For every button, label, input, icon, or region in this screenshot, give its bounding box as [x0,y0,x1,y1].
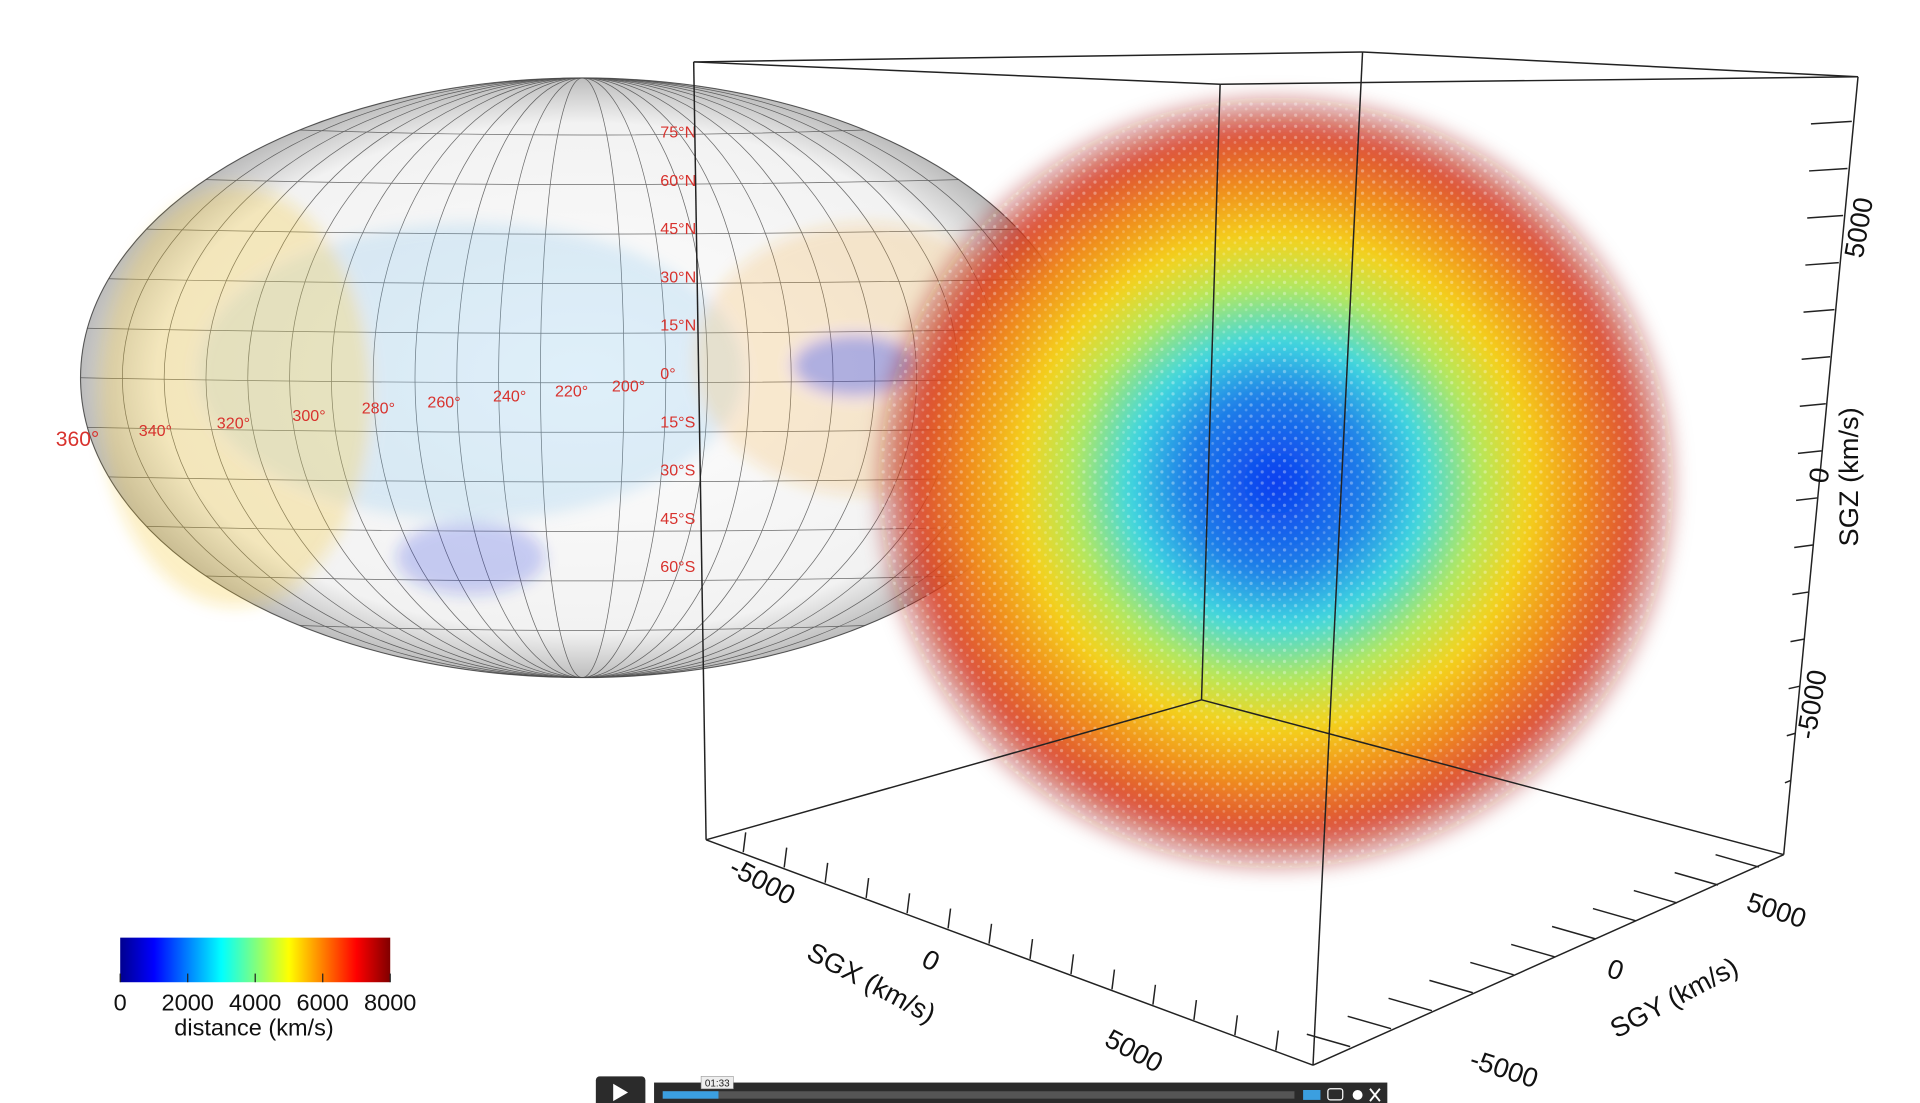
lon-label: 320° [217,415,250,433]
sgz-tick [1784,779,1792,784]
parallel [205,179,959,185]
colorbar-tick-label: 4000 [229,990,281,1016]
sgy-tick-label: 5000 [1743,886,1810,934]
sgx-label: SGX (km/s) [802,936,941,1029]
sgx-tick [1152,984,1157,1005]
parallel [299,625,865,631]
sgy-tick [1470,961,1514,976]
sgy-tick [1715,853,1760,868]
lat-label: 0° [660,365,675,383]
sgy-tick [1592,907,1637,922]
sgz-tick [1794,544,1813,549]
sgz-tick [1795,497,1818,502]
sgz-tick [1790,638,1805,643]
sgy-tick [1347,1015,1392,1030]
sgy-tick-label: -5000 [1466,1043,1542,1094]
sgx-tick [906,893,911,914]
sgx-tick [947,908,952,929]
progress-played [662,1091,719,1099]
sgz-tick [1786,732,1796,737]
sgx-tick [1193,999,1198,1020]
sgz-tick-label: -5000 [1790,667,1833,741]
lon-label: 200° [612,377,645,395]
sgz-tick [1809,167,1848,172]
sgy-tick [1633,889,1678,904]
progress-track [662,1091,1295,1099]
lon-label: 280° [362,400,395,418]
sgz-tick-label: 5000 [1838,195,1879,260]
sgy-tick [1551,925,1596,940]
parallel [205,575,959,582]
lat-label: 45°S [660,510,695,528]
settings-button[interactable] [1352,1089,1363,1100]
sgx-tick-label: -5000 [725,851,801,911]
colorbar-tick-label: 8000 [364,990,416,1016]
video-controls: 01:33 [595,1076,1388,1103]
sgx-tick [824,862,829,883]
time-bubble [700,1076,734,1090]
sgy-tick [1510,943,1555,958]
sgz-tick [1792,591,1809,596]
sgz-tick-label: 0 [1802,465,1835,485]
longitude-labels: 360° 340° 320° 300° 280° 260° 240° 220° 200° [56,377,645,450]
time-label: 01:33 [705,1078,730,1089]
sgz-label: SGZ (km/s) [1833,407,1864,546]
sgx-tick [988,923,993,944]
sgz-tick [1803,308,1835,313]
sgy-tick-label: 0 [1604,952,1628,986]
sky-map: 75°N 60°N 45°N 30°N 15°N 0° 15°S 30°S 45°S 60°S 3… [56,77,1085,679]
lon-label: 300° [292,407,325,425]
sgz-tick [1799,403,1826,408]
lon-label: 340° [139,422,172,440]
sgy-tick [1306,1033,1351,1048]
lat-label: 15°S [660,413,695,431]
sgz-tick [1797,450,1822,455]
volume-button[interactable] [1303,1089,1321,1100]
lat-label: 30°S [660,462,695,480]
sgx-tick [1070,954,1075,975]
sgx-tick [742,832,747,853]
lat-label: 75°N [660,123,696,141]
colorbar-tick-label: 0 [114,990,127,1016]
sgy-tick [1674,871,1719,886]
colorbar-label: distance (km/s) [174,1014,333,1040]
sgx-tick [1029,938,1034,959]
galaxy-cloud [867,86,1685,880]
colorbar-tick-label: 6000 [297,990,349,1016]
sgx-tick [1111,969,1116,990]
sgx-tick [1234,1015,1239,1036]
cube-frame [692,51,1859,1066]
sgx-tick [783,847,788,868]
parallel [299,129,865,136]
sgz-tick [1801,355,1831,360]
sgz-tick [1807,214,1844,219]
colorbar: 0 2000 4000 6000 8000 distance (km/s) [114,937,416,1040]
lon-label: 220° [555,382,588,400]
fullscreen-button[interactable] [1369,1088,1381,1102]
lat-label: 15°N [660,317,696,335]
lat-label: 45°N [660,220,696,238]
sgz-tick [1810,120,1852,125]
sgz-tick [1805,261,1839,266]
cc-button[interactable] [1327,1088,1344,1101]
play-icon [613,1083,629,1102]
sgx-tick [1275,1030,1280,1051]
lat-label: 60°S [660,558,695,576]
lon-label: 240° [493,387,526,405]
lon-label: 360° [56,428,100,451]
latitude-labels: 75°N 60°N 45°N 30°N 15°N 0° 15°S 30°S 45°S 60°S [660,123,696,576]
sgz-tick [1788,685,1800,690]
sgx-tick-label: 0 [917,943,945,977]
lat-label: 30°N [660,268,696,286]
lat-label: 60°N [660,172,696,190]
colorbar-tick-label: 2000 [162,990,214,1016]
lon-label: 260° [427,394,460,412]
sgy-tick [1388,997,1433,1012]
sgx-tick-label: 5000 [1100,1023,1168,1079]
sgy-label: SGY (km/s) [1605,951,1743,1044]
sgx-tick [865,878,870,899]
sgy-tick [1429,979,1473,994]
